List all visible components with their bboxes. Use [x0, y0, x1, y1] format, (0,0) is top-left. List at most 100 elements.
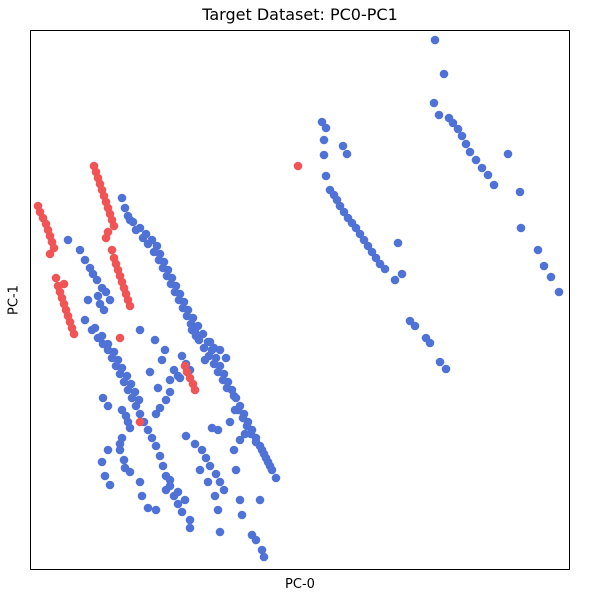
scatter-point [319, 150, 329, 160]
scatter-point [397, 269, 407, 279]
scatter-point [265, 461, 275, 471]
scatter-point [448, 118, 458, 128]
scatter-point [151, 505, 161, 515]
scatter-point [453, 124, 463, 134]
scatter-point [103, 339, 113, 349]
scatter-point [113, 355, 123, 365]
scatter-point [191, 331, 201, 341]
scatter-point [209, 359, 219, 369]
scatter-point [51, 273, 61, 283]
scatter-point [165, 375, 175, 385]
scatter-point [430, 35, 440, 45]
scatter-point [90, 323, 100, 333]
scatter-point [225, 417, 235, 427]
scatter-point [215, 477, 225, 487]
scatter-point [429, 98, 439, 108]
scatter-point [180, 495, 190, 505]
scatter-point [539, 261, 549, 271]
scatter-point [185, 515, 195, 525]
scatter-point [165, 387, 175, 397]
scatter-point [342, 149, 352, 159]
scatter-point [137, 491, 147, 501]
scatter-point [69, 329, 79, 339]
scatter-point [135, 325, 145, 335]
scatter-point [145, 367, 155, 377]
scatter-point [321, 123, 331, 133]
scatter-point [190, 385, 200, 395]
scatter-point [151, 441, 161, 451]
scatter-point [195, 465, 205, 475]
scatter-point [131, 225, 141, 235]
scatter-point [161, 395, 171, 405]
scatter-point [515, 187, 525, 197]
scatter-point [158, 461, 168, 471]
scatter-point [173, 499, 183, 509]
scatter-point [153, 383, 163, 393]
scatter-point [293, 161, 303, 171]
scatter-point [177, 351, 187, 361]
scatter-point [321, 171, 331, 181]
scatter-point [115, 333, 125, 343]
scatter-point [115, 439, 125, 449]
scatter-point [235, 495, 245, 505]
scatter-point [101, 287, 111, 297]
scatter-point [178, 303, 188, 313]
scatter-point [182, 311, 192, 321]
scatter-point [134, 395, 144, 405]
scatter-point [109, 347, 119, 357]
chart-title: Target Dataset: PC0-PC1 [202, 5, 398, 24]
x-axis-label: PC-0 [285, 577, 315, 592]
scatter-point [97, 457, 107, 467]
scatter-point [221, 353, 231, 363]
scatter-point [149, 247, 159, 257]
scatter-point [338, 141, 348, 151]
scatter-point [219, 485, 229, 495]
scatter-point [105, 295, 115, 305]
scatter-point [170, 287, 180, 297]
scatter-point [160, 345, 170, 355]
scatter-point [97, 331, 107, 341]
plot-frame [30, 30, 570, 570]
scatter-point [533, 245, 543, 255]
scatter-point [126, 379, 136, 389]
scatter-point [441, 364, 451, 374]
scatter-point [173, 371, 183, 381]
scatter-point [173, 487, 183, 497]
scatter-point [237, 510, 247, 520]
scatter-point [213, 505, 223, 515]
scatter-point [63, 235, 73, 245]
scatter-point [471, 155, 481, 165]
scatter-point [115, 445, 125, 455]
scatter-point [122, 371, 132, 381]
scatter-point [257, 445, 267, 455]
scatter-point [151, 409, 161, 419]
scatter-point [125, 423, 135, 433]
scatter-point [546, 272, 556, 282]
scatter-point [516, 223, 526, 233]
scatter-point [238, 413, 248, 423]
scatter-point [457, 131, 467, 141]
scatter-point [218, 375, 228, 385]
scatter-point [215, 527, 225, 537]
scatter-point [135, 417, 145, 427]
scatter-point [200, 355, 210, 365]
scatter-point [135, 409, 145, 419]
scatter-point [165, 475, 175, 485]
scatter-point [103, 445, 113, 455]
scatter-point [242, 421, 252, 431]
scatter-point [380, 264, 390, 274]
scatter-point [483, 170, 493, 180]
scatter-point [59, 279, 69, 289]
scatter-point [75, 245, 85, 255]
scatter-point [119, 455, 129, 465]
scatter-point [203, 477, 213, 487]
scatter-point [130, 387, 140, 397]
scatter-point [80, 315, 90, 325]
scatter-point [201, 453, 211, 463]
scatter-point [100, 471, 110, 481]
scatter-point [80, 255, 90, 265]
scatter-point [150, 335, 160, 345]
scatter-point [117, 193, 127, 203]
y-axis-label: PC-1 [6, 285, 22, 315]
